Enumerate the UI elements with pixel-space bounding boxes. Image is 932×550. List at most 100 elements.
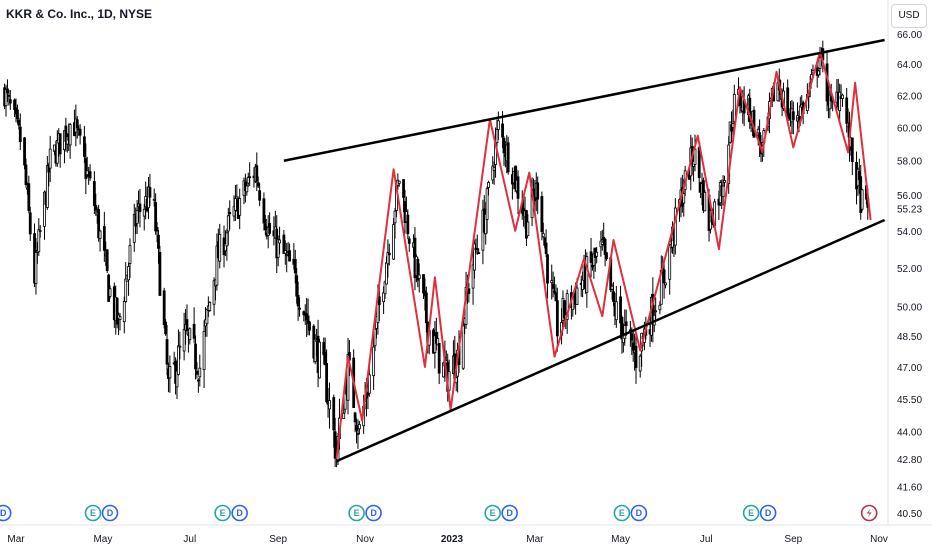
candle	[48, 135, 52, 183]
candle	[38, 225, 42, 238]
candle	[473, 239, 476, 279]
candle	[154, 193, 158, 235]
earnings-marker[interactable]: E	[214, 504, 231, 522]
candle	[262, 192, 266, 231]
y-tick-label: 48.50	[897, 332, 922, 343]
candle	[308, 321, 311, 336]
candle	[148, 173, 152, 207]
channel-upper-line[interactable]	[283, 38, 885, 162]
svg-text:E: E	[220, 508, 226, 518]
candle	[850, 137, 854, 176]
svg-text:E: E	[490, 508, 496, 518]
split-marker[interactable]	[860, 504, 878, 522]
y-tick-label: 56.00	[897, 191, 922, 202]
candle	[306, 298, 310, 336]
candle	[436, 331, 440, 346]
candle	[467, 282, 471, 303]
earnings-marker[interactable]: E	[84, 504, 102, 522]
y-tick-label: 58.00	[897, 157, 922, 168]
candle	[585, 252, 589, 308]
y-tick-label: 50.00	[897, 302, 922, 313]
candle	[550, 264, 554, 300]
candle	[723, 175, 726, 187]
candle	[612, 282, 615, 307]
svg-text:D: D	[0, 508, 7, 518]
candle	[603, 237, 607, 267]
candle	[721, 175, 725, 206]
y-tick-label: 41.60	[897, 483, 922, 494]
candle	[477, 248, 481, 255]
candle	[16, 104, 19, 124]
candle	[107, 273, 111, 302]
candle	[356, 419, 360, 449]
candle	[402, 179, 405, 213]
svg-text:E: E	[354, 508, 360, 518]
dividend-marker[interactable]: D	[501, 504, 518, 522]
earnings-marker[interactable]: E	[484, 504, 501, 522]
candle	[225, 228, 229, 261]
earnings-marker[interactable]: E	[742, 504, 760, 522]
candle	[142, 203, 146, 231]
candle	[293, 249, 297, 284]
candle	[182, 312, 186, 361]
candle	[102, 211, 106, 262]
y-tick-label: 66.00	[897, 30, 922, 41]
candle	[185, 304, 189, 335]
candle	[703, 189, 707, 212]
candle	[118, 312, 122, 331]
earnings-marker[interactable]: E	[613, 504, 631, 522]
candle	[551, 271, 555, 298]
candle	[78, 124, 82, 145]
x-tick-label: Mar	[526, 534, 544, 545]
chart-title: KKR & Co. Inc., 1D, NYSE	[6, 7, 153, 21]
candle	[245, 178, 249, 196]
candle	[194, 335, 197, 380]
candle	[554, 284, 558, 302]
currency-button[interactable]: USD	[891, 4, 927, 28]
dividend-marker[interactable]: D	[759, 504, 777, 522]
candle	[192, 307, 196, 344]
y-tick-label: 64.00	[897, 60, 922, 71]
candle	[127, 262, 130, 296]
candle	[654, 297, 658, 320]
x-tick-label: Nov	[356, 534, 374, 545]
candle	[372, 332, 376, 390]
candle	[406, 209, 410, 240]
zigzag-line	[335, 51, 872, 459]
candle	[157, 230, 160, 264]
candle	[433, 321, 437, 369]
y-tick-label: 60.00	[897, 123, 922, 134]
dividend-marker[interactable]: D	[630, 504, 648, 522]
candle	[546, 253, 549, 299]
earnings-marker[interactable]: E	[348, 504, 365, 522]
y-tick-label: 47.00	[897, 363, 922, 374]
candle	[357, 420, 361, 435]
dividend-marker[interactable]: D	[231, 504, 248, 522]
candle	[196, 378, 200, 393]
zigzag-layer	[335, 51, 872, 459]
dividend-marker[interactable]: D	[101, 504, 119, 522]
candle	[188, 327, 192, 345]
candle	[132, 203, 136, 252]
x-tick-label: Jul	[183, 534, 196, 545]
x-tick-label: May	[611, 534, 630, 545]
svg-text:D: D	[370, 508, 377, 518]
candle	[238, 188, 242, 230]
svg-text:D: D	[636, 508, 643, 518]
dividend-marker[interactable]: D	[365, 504, 382, 522]
candle	[75, 116, 79, 139]
candle	[668, 243, 672, 295]
y-tick-label: 55.23	[897, 205, 922, 216]
channel-lower-line[interactable]	[336, 218, 886, 463]
dividend-marker[interactable]: D	[0, 504, 12, 522]
candle	[742, 86, 746, 127]
candle	[28, 207, 32, 241]
svg-text:E: E	[619, 508, 625, 518]
candle	[619, 285, 622, 339]
candle	[175, 359, 179, 400]
svg-text:D: D	[236, 508, 243, 518]
y-tick-label: 62.00	[897, 91, 922, 102]
candle	[589, 237, 593, 278]
